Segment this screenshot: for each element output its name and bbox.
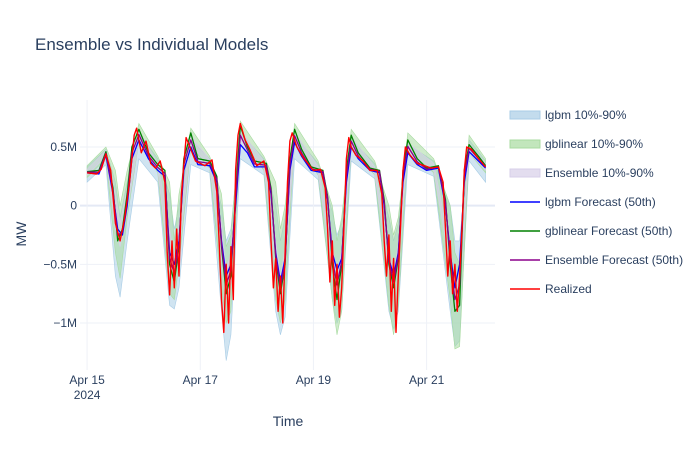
legend-item-lgbm-forecast-50th[interactable]: lgbm Forecast (50th) (510, 195, 656, 209)
x-axis-title: Time (273, 413, 304, 429)
legend-label: Ensemble 10%-90% (545, 166, 654, 180)
lines-layer (87, 122, 487, 334)
band-ensemble-10-90 (86, 129, 486, 310)
legend-item-realized[interactable]: Realized (510, 282, 592, 296)
y-tick-label: 0 (70, 199, 77, 213)
x-tick-label: Apr 15 (69, 373, 105, 387)
legend-swatch (509, 110, 541, 120)
legend-swatch (509, 168, 541, 178)
legend-label: Realized (545, 282, 592, 296)
chart-title: Ensemble vs Individual Models (35, 35, 268, 54)
legend-label: gblinear 10%-90% (545, 137, 643, 151)
y-tick-label: −0.5M (43, 257, 77, 271)
legend-item-gblinear-forecast-50th[interactable]: gblinear Forecast (50th) (510, 224, 672, 238)
legend-item-ensemble-10-90[interactable]: Ensemble 10%-90% (509, 166, 654, 180)
legend-label: lgbm Forecast (50th) (545, 195, 656, 209)
series-realized (87, 122, 487, 334)
y-tick-label: 0.5M (50, 140, 77, 154)
x-tick-label: Apr 19 (296, 373, 332, 387)
x-tick-label: Apr 21 (409, 373, 445, 387)
legend-item-ensemble-forecast-50th[interactable]: Ensemble Forecast (50th) (510, 253, 683, 267)
legend-label: Ensemble Forecast (50th) (545, 253, 683, 267)
y-axis-title: MW (13, 221, 29, 247)
y-axis: 0.5M 0 −0.5M −1M (43, 140, 77, 330)
y-tick-label: −1M (53, 316, 77, 330)
legend-label: lgbm 10%-90% (545, 108, 627, 122)
legend-label: gblinear Forecast (50th) (545, 224, 672, 238)
legend-item-lgbm-10-90[interactable]: lgbm 10%-90% (509, 108, 627, 122)
legend-item-gblinear-10-90[interactable]: gblinear 10%-90% (509, 137, 643, 151)
x-tick-sublabel: 2024 (74, 388, 101, 402)
legend-swatch (509, 139, 541, 149)
x-tick-label: Apr 17 (183, 373, 219, 387)
legend: lgbm 10%-90% gblinear 10%-90% Ensemble 10%… (509, 108, 683, 296)
